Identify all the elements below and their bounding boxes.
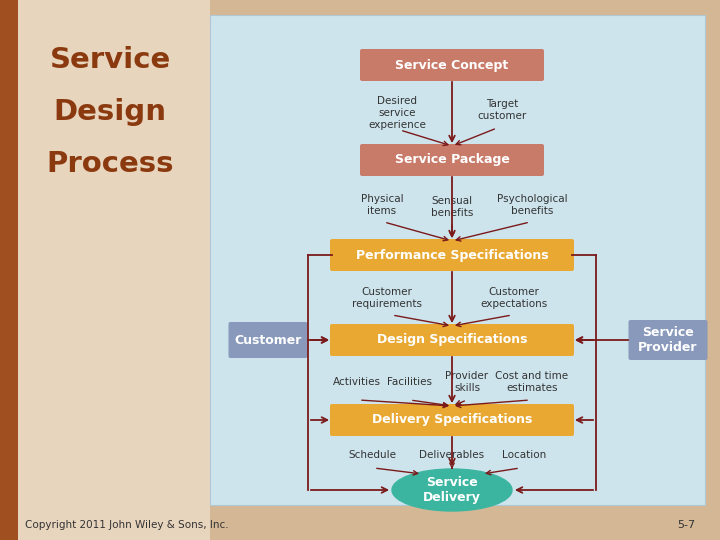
Text: Psychological
benefits: Psychological benefits bbox=[497, 194, 567, 216]
Bar bbox=[18, 0, 210, 540]
FancyBboxPatch shape bbox=[330, 239, 574, 271]
Text: Physical
items: Physical items bbox=[361, 194, 403, 216]
FancyBboxPatch shape bbox=[228, 322, 307, 358]
Text: Deliverables: Deliverables bbox=[420, 450, 485, 460]
Text: Customer: Customer bbox=[234, 334, 302, 347]
Text: Copyright 2011 John Wiley & Sons, Inc.: Copyright 2011 John Wiley & Sons, Inc. bbox=[25, 520, 229, 530]
Text: Service
Provider: Service Provider bbox=[638, 326, 698, 354]
Text: Target
customer: Target customer bbox=[477, 99, 526, 121]
Text: Service Concept: Service Concept bbox=[395, 58, 508, 71]
Text: Cost and time
estimates: Cost and time estimates bbox=[495, 371, 569, 393]
Text: Customer
expectations: Customer expectations bbox=[480, 287, 548, 309]
Text: Activities: Activities bbox=[333, 377, 381, 387]
Text: Service
Delivery: Service Delivery bbox=[423, 476, 481, 504]
FancyBboxPatch shape bbox=[330, 404, 574, 436]
Text: Sensual
benefits: Sensual benefits bbox=[431, 196, 473, 218]
Text: Performance Specifications: Performance Specifications bbox=[356, 248, 549, 261]
Text: Delivery Specifications: Delivery Specifications bbox=[372, 414, 532, 427]
FancyBboxPatch shape bbox=[629, 320, 708, 360]
FancyBboxPatch shape bbox=[360, 49, 544, 81]
Text: Facilities: Facilities bbox=[387, 377, 433, 387]
Text: Customer
requirements: Customer requirements bbox=[352, 287, 422, 309]
FancyBboxPatch shape bbox=[360, 144, 544, 176]
Text: Location: Location bbox=[502, 450, 546, 460]
Text: 5-7: 5-7 bbox=[677, 520, 695, 530]
Ellipse shape bbox=[392, 469, 512, 511]
Text: Service Package: Service Package bbox=[395, 153, 510, 166]
Bar bbox=[210, 15, 705, 505]
Text: Process: Process bbox=[46, 150, 174, 178]
Text: Schedule: Schedule bbox=[348, 450, 396, 460]
Text: Provider
skills: Provider skills bbox=[446, 371, 489, 393]
Text: Desired
service
experience: Desired service experience bbox=[368, 97, 426, 130]
Text: Service: Service bbox=[50, 46, 171, 74]
Bar bbox=[0, 0, 18, 540]
Text: Design Specifications: Design Specifications bbox=[377, 334, 527, 347]
Text: Design: Design bbox=[53, 98, 166, 126]
FancyBboxPatch shape bbox=[330, 324, 574, 356]
